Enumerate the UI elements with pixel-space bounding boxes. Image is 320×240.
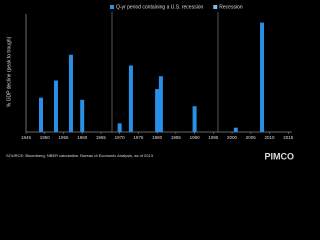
x-tick-label: 2010 [265, 135, 276, 140]
x-tick-label: 1975 [133, 135, 144, 140]
x-tick-label: 1945 [21, 135, 32, 140]
chart: % GDP decline (peak to trough) SOURCE: B… [6, 4, 294, 162]
legend-label: Recession [219, 5, 243, 11]
bar [117, 123, 122, 132]
bar [68, 54, 73, 132]
bar [155, 89, 160, 132]
x-tick-label: 1960 [77, 135, 88, 140]
logo: PIMCO [264, 151, 294, 161]
bar [80, 99, 85, 132]
bar [128, 65, 133, 132]
page: {"chart_data": {"type": "bar", "y_label"… [6, 4, 294, 162]
bar [233, 127, 238, 132]
x-tick-label: 2015 [283, 135, 294, 140]
bar [38, 97, 43, 132]
x-tick-label: 1955 [58, 135, 69, 140]
x-tick-label: 1970 [115, 135, 126, 140]
y-axis-label: % GDP decline (peak to trough) [6, 36, 12, 107]
legend-swatch [213, 5, 218, 9]
legend-label: Q-yr period containing a U.S. recession [116, 5, 203, 11]
bar [192, 106, 197, 132]
bar [53, 80, 58, 132]
x-tick-label: 1995 [208, 135, 219, 140]
x-tick-label: 2005 [246, 135, 257, 140]
bar [158, 76, 163, 132]
legend-swatch [110, 5, 114, 9]
source-note: SOURCE: Bloomberg, NBER calculation, Bur… [6, 153, 154, 158]
bar [260, 22, 265, 132]
x-tick-label: 1980 [152, 135, 163, 140]
x-tick-label: 1950 [40, 135, 51, 140]
x-tick-label: 2000 [227, 135, 238, 140]
x-tick-label: 1965 [96, 135, 107, 140]
x-tick-label: 1990 [190, 135, 201, 140]
x-tick-label: 1985 [171, 135, 182, 140]
